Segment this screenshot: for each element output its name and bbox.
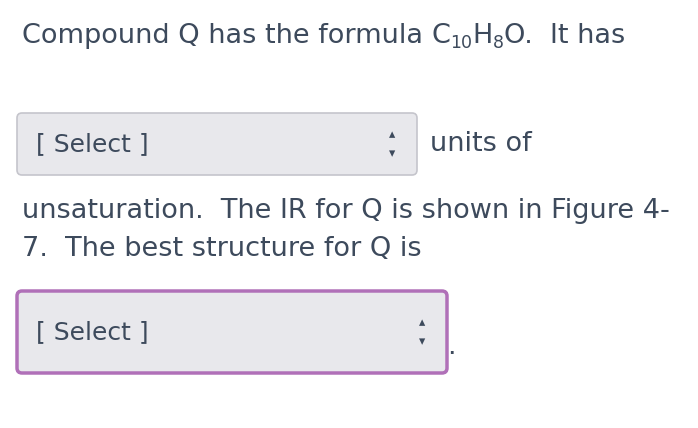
Text: .: . — [447, 334, 456, 360]
FancyBboxPatch shape — [17, 291, 447, 373]
FancyBboxPatch shape — [17, 113, 417, 175]
Text: H: H — [473, 23, 493, 49]
Text: 8: 8 — [493, 34, 504, 52]
Text: ▾: ▾ — [389, 147, 395, 160]
Text: [ Select ]: [ Select ] — [36, 320, 149, 344]
Text: ▾: ▾ — [419, 335, 425, 348]
Text: units of: units of — [430, 131, 532, 157]
Text: [ Select ]: [ Select ] — [36, 132, 149, 156]
Text: unsaturation.  The IR for Q is shown in Figure 4-: unsaturation. The IR for Q is shown in F… — [22, 198, 670, 224]
Text: O.  It has: O. It has — [504, 23, 625, 49]
Text: 7.  The best structure for Q is: 7. The best structure for Q is — [22, 236, 422, 262]
Text: Compound Q has the formula: Compound Q has the formula — [22, 23, 431, 49]
Text: 10: 10 — [450, 34, 473, 52]
Text: C: C — [431, 23, 450, 49]
Text: ▴: ▴ — [419, 316, 425, 329]
Text: ▴: ▴ — [389, 128, 395, 141]
